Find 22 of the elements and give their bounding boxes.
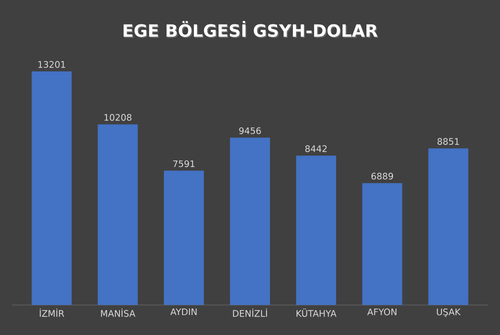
x-tick-label: AYDIN (170, 308, 197, 316)
bar (230, 138, 270, 305)
x-tick-label: DENİZLİ (233, 308, 267, 317)
data-label: 8851 (438, 138, 459, 145)
bar (362, 183, 402, 305)
data-label: 7591 (173, 160, 194, 168)
bar (164, 170, 204, 305)
x-tick-label: AFYON (367, 308, 396, 316)
chart-title: EGE BÖLGESİ GSYH-DOLAR (124, 22, 379, 38)
data-label: 8442 (305, 145, 327, 152)
x-tick-label: İZMİR (40, 308, 64, 317)
bar (98, 124, 138, 305)
x-tick-label: KÜTAHYA (296, 308, 336, 317)
data-label: 13201 (38, 61, 66, 68)
x-tick-label: UŞAK (436, 308, 461, 317)
bar (32, 71, 72, 305)
bar (296, 156, 336, 305)
data-label: 9456 (239, 127, 261, 134)
bar (428, 148, 468, 305)
data-label: 10208 (104, 114, 132, 121)
data-label: 6889 (371, 172, 394, 180)
x-tick-label: MANİSA (101, 308, 136, 317)
